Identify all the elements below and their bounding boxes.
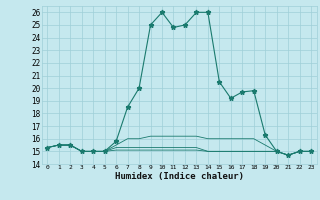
X-axis label: Humidex (Indice chaleur): Humidex (Indice chaleur) xyxy=(115,172,244,181)
